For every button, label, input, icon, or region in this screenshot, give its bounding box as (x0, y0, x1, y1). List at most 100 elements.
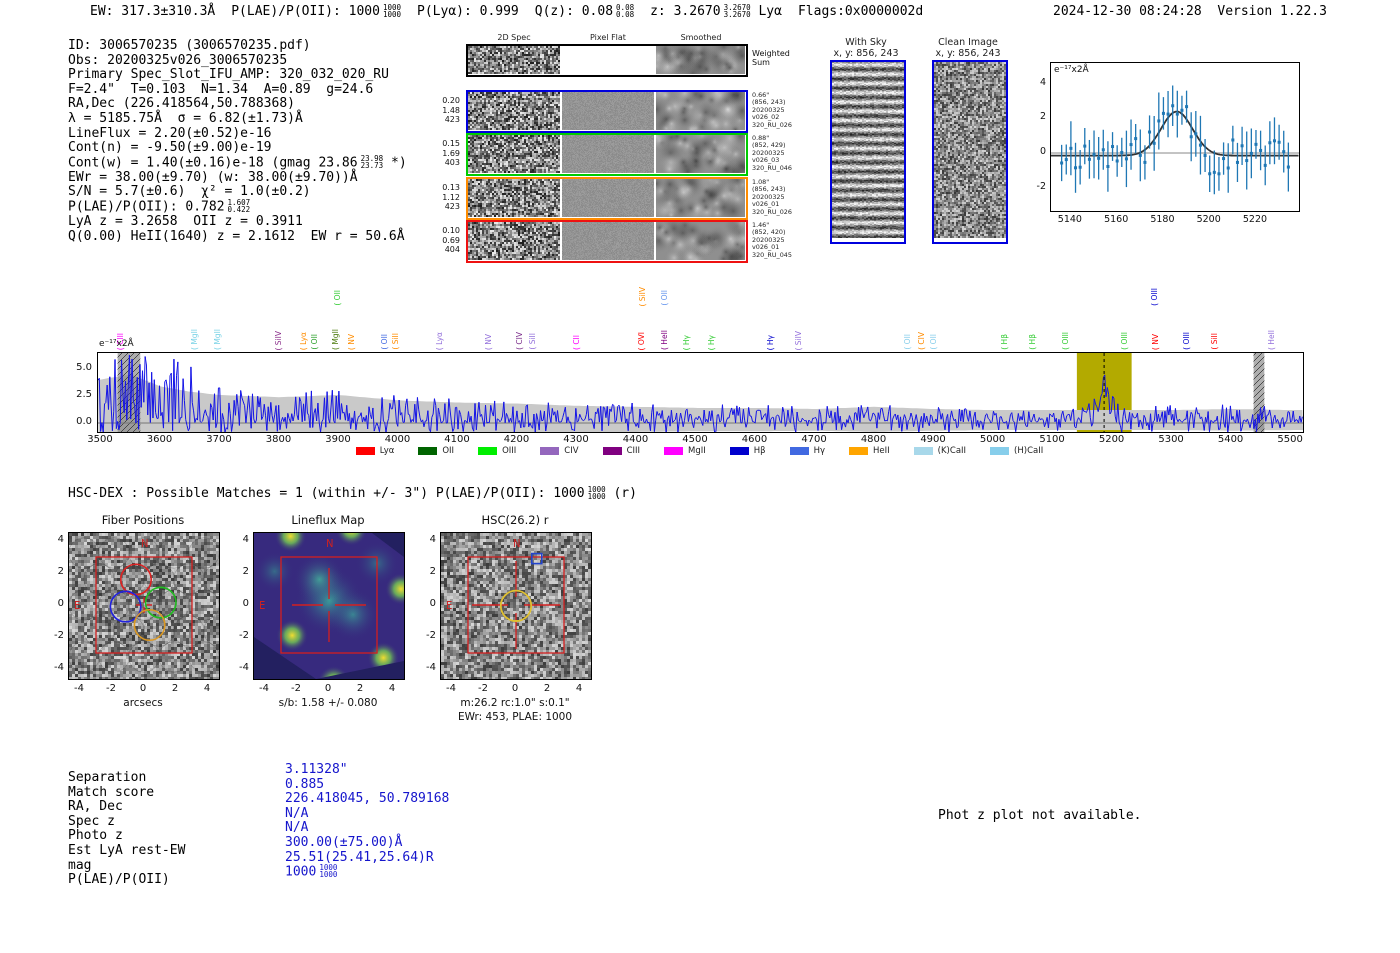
cutout2-ytick-0: 0 (429, 598, 436, 609)
cutout-image-fiber (68, 532, 220, 680)
legend-swatch (478, 447, 498, 455)
strip-right-labels-2: 1.08" (856, 243) 20200325 v026_01 320_RU_026 (752, 178, 792, 216)
match-value: 25.51(25.41,25.64)R (285, 849, 434, 865)
emission-line-label-heii-35: ( HeII (1267, 330, 1277, 350)
emission-line-label-hγ-21: ( Hγ (707, 334, 717, 350)
spectrum-xtick-5200: 5200 (1098, 434, 1125, 445)
emission-line-label-hβ-27: ( Hβ (999, 334, 1009, 350)
info-line-12: LyA z = 3.2658 OII z = 0.3911 (68, 214, 303, 230)
legend-swatch (540, 447, 560, 455)
emission-line-label-oii-18: ( OII (660, 290, 670, 306)
info-line-13: Q(0.00) HeII(1640) z = 2.1612 EW r = 50.… (68, 228, 405, 244)
spectrum-xtick-4300: 4300 (563, 434, 589, 445)
stacked-fraction: 23.98 23.73 (360, 153, 384, 170)
emission-line-label-siiv-3: ( SiIV (273, 330, 283, 351)
zoom-unit-label: e⁻¹⁷x2Å (1054, 65, 1089, 75)
cutout-title-0: Fiber Positions (101, 513, 185, 527)
with-sky-title: With Sky (845, 37, 887, 48)
match-row-2: RA, Dec 226.418045, 50.789168 (68, 792, 449, 815)
zoom-ytick-4: 4 (1039, 76, 1046, 88)
cutout2-xtick-4: 4 (575, 683, 583, 694)
cutout1-ytick-0: 0 (242, 598, 249, 609)
legend-label: HeII (873, 446, 890, 456)
emission-line-label-civ-25: ( CIV (917, 332, 927, 350)
match-value: N/A (285, 820, 309, 836)
legend-label: (H)CaII (1014, 446, 1044, 456)
match-label: P(LAE)/P(OII) (68, 872, 170, 888)
cutout-image-lineflux (253, 532, 405, 680)
emission-line-label-ovi-16: ( OVI (636, 331, 646, 350)
info-line-0: ID: 3006570235 (3006570235.pdf) (68, 38, 311, 53)
spec2d-strip-0 (466, 44, 748, 77)
legend-item-OII: OII (418, 446, 454, 456)
strip-left-labels-2: 0.13 1.12 423 (442, 183, 460, 211)
zoom-xtick-5180: 5180 (1150, 214, 1175, 225)
emission-line-label-oii-7: ( OII (332, 290, 342, 306)
emission-line-label-oii-24: ( OII (902, 334, 912, 350)
legend-label: CIII (626, 446, 641, 456)
spec2d-strip-3 (466, 177, 748, 220)
qz-frac: 0.08 0.08 (616, 2, 635, 19)
emission-line-label-hγ-20: ( Hγ (682, 334, 692, 350)
z-value: z: 3.2670 3.2670 3.2670 Lyα (650, 2, 782, 19)
match-value: 300.00(±75.00)Å (285, 834, 403, 850)
col-title-2dspec: 2D Spec (497, 33, 531, 42)
cutout0-xtick--4: -4 (74, 683, 84, 694)
cutout1-xtick--2: -2 (291, 683, 301, 694)
emission-line-label-mgii-2: ( MgII (213, 329, 223, 350)
legend-item-CIV: CIV (540, 446, 579, 456)
match-label: mag (68, 857, 92, 873)
legend-item-CIII: CIII (602, 446, 641, 456)
legend-label: Lyα (379, 446, 395, 456)
zoom-ytick--2: -2 (1036, 180, 1046, 192)
spec2d-strip-4 (466, 220, 748, 263)
strip-left-labels-1: 0.15 1.69 403 (442, 139, 460, 167)
info-line-4: RA,Dec (226.418564,50.788368) (68, 96, 295, 112)
match-value: N/A (285, 805, 309, 821)
cutout2-ytick--4: -4 (426, 662, 436, 673)
cutout2-xtick-0: 0 (511, 683, 519, 694)
legend-swatch (418, 447, 438, 455)
emission-line-label-oiii-33: ( OIII (1181, 332, 1191, 350)
spectrum-xtick-5000: 5000 (979, 434, 1006, 445)
emission-line-label-siiv-17: ( SiIV (638, 286, 648, 307)
emission-line-label-mgii-1: ( MgII (190, 329, 200, 350)
emission-line-label-oii-26: ( OII (929, 334, 939, 350)
line-fit-zoom-plot: e⁻¹⁷x2Å (1050, 62, 1300, 212)
emission-line-label-siii-10: ( SiII (390, 333, 400, 350)
plya-value: P(Lyα): 0.999 (417, 4, 519, 19)
spectrum-xtick-5300: 5300 (1158, 434, 1184, 445)
emission-line-label-siii-14: ( SiII (527, 333, 537, 350)
emission-line-label-siii-34: ( SiII (1209, 333, 1219, 350)
cutout-title-1: Lineflux Map (291, 513, 365, 527)
col-title-pixelflat: Pixel Flat (590, 33, 626, 42)
hsc-frac: 1000 1000 (587, 484, 606, 501)
spectrum-xtick-4600: 4600 (741, 434, 768, 445)
legend-swatch (990, 447, 1010, 455)
spectrum-xtick-4200: 4200 (503, 434, 530, 445)
cutout0-xtick--2: -2 (106, 683, 116, 694)
match-label: RA, Dec (68, 799, 123, 815)
match-row-3: Spec z N/A (68, 806, 308, 830)
spectrum-unit-label: e⁻¹⁷x2Å (99, 339, 134, 349)
strip-right-labels-0: 0.66" (856, 243) 20200325 v026_02 320_RU_026 (752, 91, 792, 129)
strip-right-labels-3: 1.46" (852, 420) 20200325 v026_01 320_RU_045 (752, 221, 792, 259)
match-row-6: mag 25.51(25.41,25.64)R (68, 850, 434, 874)
legend-swatch (913, 447, 933, 455)
legend-label: Hγ (813, 446, 826, 456)
report-datetime-version: 2024-12-30 08:24:28 Version 1.22.3 (1053, 4, 1327, 19)
strip-left-labels-3: 0.10 0.69 404 (442, 226, 460, 254)
emission-line-label-lyα-4: ( Lyα (298, 331, 308, 350)
zoom-xtick-5220: 5220 (1242, 214, 1268, 225)
cutout-xlabel-2: m:26.2 rc:1.0" s:0.1" (460, 697, 570, 709)
match-table: Separation 3.11328" Match score 0.885 RA, De… (68, 762, 449, 888)
full-spectrum-plot (97, 352, 1304, 433)
zoom-xtick-5200: 5200 (1196, 214, 1221, 225)
emission-line-label-oii-9: ( OII (379, 334, 389, 350)
cutout0-ytick-0: 0 (57, 598, 64, 609)
spectrum-xtick-4500: 4500 (682, 434, 708, 445)
clean-image-xy: x, y: 856, 243 (935, 48, 1001, 59)
cutout-xlabel-1: s/b: 1.58 +/- 0.080 (278, 697, 378, 709)
spectrum-xtick-4800: 4800 (860, 434, 887, 445)
emission-line-label-oiii-30: ( OIII (1119, 332, 1129, 350)
